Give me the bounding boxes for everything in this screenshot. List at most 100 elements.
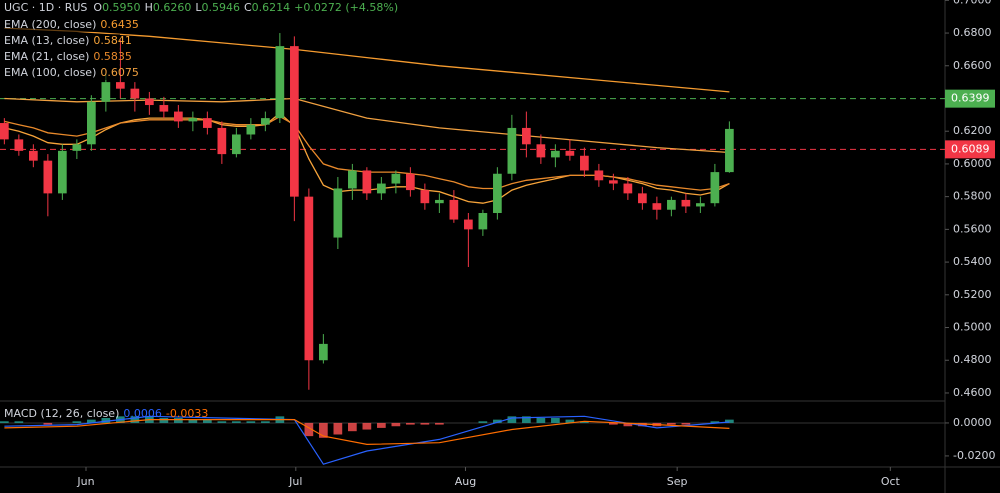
macd-bar bbox=[217, 421, 227, 423]
x-tick-label: Sep bbox=[667, 475, 688, 488]
macd-bar bbox=[435, 422, 444, 425]
candle-body bbox=[725, 128, 734, 173]
macd-bar bbox=[0, 421, 9, 423]
candle-body bbox=[0, 123, 9, 140]
quote-label: C bbox=[244, 1, 252, 14]
quote-label: L bbox=[195, 1, 202, 14]
macd-value: -0.0033 bbox=[166, 407, 208, 420]
macd-bar bbox=[522, 416, 531, 423]
macd-bar bbox=[348, 422, 357, 432]
quote-value: 0.5946 bbox=[201, 1, 240, 14]
quote-label: H bbox=[145, 1, 153, 14]
macd-bar bbox=[72, 421, 82, 423]
candle-body bbox=[145, 98, 154, 106]
macd-value: 0.0006 bbox=[123, 407, 162, 420]
candle-body bbox=[580, 155, 589, 171]
candle-body bbox=[710, 172, 720, 204]
price-label: 0.6089 bbox=[951, 142, 990, 155]
candle-body bbox=[652, 203, 662, 210]
macd-bar bbox=[710, 421, 720, 423]
macd-bar bbox=[551, 417, 560, 423]
candle-body bbox=[406, 173, 415, 191]
legend-value: 0.6435 bbox=[100, 18, 139, 31]
y-tick-label: 0.5200 bbox=[953, 288, 992, 301]
candle-body bbox=[536, 144, 546, 158]
candle-body bbox=[304, 196, 314, 361]
candle-body bbox=[493, 173, 502, 214]
quote-value: 0.6260 bbox=[153, 1, 192, 14]
price-label-box bbox=[945, 89, 995, 108]
legend-name: EMA (200, close) bbox=[4, 18, 96, 31]
candle-body bbox=[217, 127, 227, 155]
y-tick-label: 0.5800 bbox=[953, 190, 992, 203]
y-tick-label: 0.6200 bbox=[953, 124, 992, 137]
candle-body bbox=[565, 150, 575, 156]
ema-line bbox=[4, 97, 730, 154]
macd-bar bbox=[478, 421, 488, 423]
candle-body bbox=[174, 111, 183, 122]
macd-line bbox=[4, 415, 730, 465]
macd-bar bbox=[232, 421, 241, 423]
macd-bar bbox=[304, 422, 314, 437]
candle-body bbox=[667, 199, 676, 210]
macd-bar bbox=[203, 419, 212, 423]
macd-bar bbox=[246, 421, 256, 423]
candle-body bbox=[29, 150, 38, 161]
y-tick-label: 0.6800 bbox=[953, 26, 992, 39]
y-tick-label: 0.5400 bbox=[953, 255, 992, 268]
candle-body bbox=[522, 127, 531, 145]
macd-bar bbox=[391, 422, 401, 427]
macd-bar bbox=[493, 419, 502, 423]
macd-bar bbox=[623, 422, 633, 427]
macd-bar bbox=[580, 421, 589, 423]
candle-body bbox=[101, 82, 111, 102]
legend-name: EMA (21, close) bbox=[4, 50, 89, 63]
candle-body bbox=[72, 144, 82, 151]
change: +0.0272 (+4.58%) bbox=[294, 1, 398, 14]
x-tick-label: Aug bbox=[455, 475, 476, 488]
x-tick-label: Jul bbox=[288, 475, 302, 488]
symbol: UGC · 1D · RUS bbox=[4, 1, 87, 14]
y-tick-label: 0.5600 bbox=[953, 222, 992, 235]
macd-bar bbox=[101, 417, 111, 423]
candle-body bbox=[188, 118, 198, 122]
candle-body bbox=[203, 118, 212, 128]
legend-value: 0.5835 bbox=[93, 50, 132, 63]
candle-body bbox=[290, 46, 299, 197]
candle-body bbox=[319, 343, 328, 361]
candle-body bbox=[116, 82, 125, 89]
macd-bar bbox=[507, 416, 517, 423]
macd-bar bbox=[362, 422, 372, 430]
legend-bg bbox=[2, 34, 120, 48]
y-tick-label: 0.5000 bbox=[953, 321, 992, 334]
macd-bar bbox=[14, 421, 24, 423]
macd-bar bbox=[609, 422, 618, 425]
macd-bar bbox=[174, 417, 183, 423]
candle-body bbox=[435, 199, 444, 204]
candle-body bbox=[609, 180, 618, 184]
macd-bar bbox=[377, 422, 386, 428]
candle-body bbox=[464, 219, 473, 230]
candle-body bbox=[58, 150, 67, 194]
candle-body bbox=[420, 190, 430, 204]
legend-name: EMA (13, close) bbox=[4, 34, 89, 47]
price-label-box bbox=[945, 140, 995, 159]
quote-value: 0.6214 bbox=[252, 1, 291, 14]
candle-body bbox=[275, 46, 285, 119]
quote-label: O bbox=[93, 1, 102, 14]
macd-bar bbox=[420, 422, 430, 425]
y-tick-label: 0.6000 bbox=[953, 157, 992, 170]
macd-bar bbox=[725, 419, 734, 423]
ema-line bbox=[4, 27, 730, 93]
candle-body bbox=[449, 199, 459, 220]
candle-body bbox=[638, 193, 647, 204]
legend-bg bbox=[2, 50, 120, 64]
candle-body bbox=[681, 199, 691, 207]
legend-value: 0.6075 bbox=[100, 66, 139, 79]
macd-bar bbox=[43, 422, 53, 425]
y-tick-label: 0.7000 bbox=[953, 0, 992, 6]
quote-value: 0.5950 bbox=[102, 1, 141, 14]
macd-bar bbox=[188, 419, 198, 423]
